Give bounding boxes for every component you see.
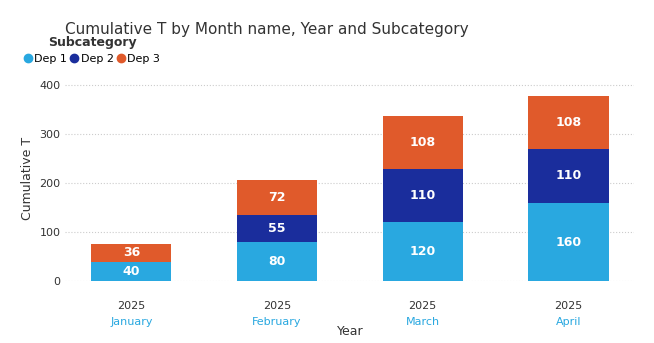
Text: January: January	[110, 317, 152, 327]
Bar	[237, 180, 317, 215]
Bar	[383, 223, 463, 281]
Text: March: March	[405, 317, 439, 327]
Text: 110: 110	[409, 189, 436, 202]
Text: April: April	[556, 317, 581, 327]
Legend: Dep 1, Dep 2, Dep 3: Dep 1, Dep 2, Dep 3	[26, 36, 160, 64]
Text: 2025: 2025	[117, 301, 145, 311]
Text: 120: 120	[409, 245, 436, 258]
Bar	[237, 242, 317, 281]
Bar	[92, 262, 171, 281]
Bar	[92, 244, 171, 262]
Text: 160: 160	[555, 236, 581, 249]
Bar	[383, 116, 463, 168]
Text: 2025: 2025	[409, 301, 437, 311]
Text: 80: 80	[268, 255, 286, 268]
Y-axis label: Cumulative T: Cumulative T	[21, 137, 34, 220]
Bar	[528, 203, 608, 281]
Text: 2025: 2025	[555, 301, 583, 311]
Text: 55: 55	[268, 222, 286, 235]
Text: 36: 36	[123, 246, 140, 259]
Text: 72: 72	[268, 191, 286, 204]
Bar	[237, 215, 317, 242]
Bar	[383, 168, 463, 223]
Text: 110: 110	[555, 169, 581, 182]
Bar	[528, 149, 608, 203]
X-axis label: Year: Year	[337, 325, 363, 338]
Text: 40: 40	[122, 265, 140, 278]
Text: 108: 108	[409, 135, 436, 149]
Text: February: February	[252, 317, 301, 327]
Text: 2025: 2025	[263, 301, 291, 311]
Bar	[528, 96, 608, 149]
Text: 108: 108	[555, 116, 581, 129]
Text: Cumulative T by Month name, Year and Subcategory: Cumulative T by Month name, Year and Sub…	[65, 22, 469, 37]
